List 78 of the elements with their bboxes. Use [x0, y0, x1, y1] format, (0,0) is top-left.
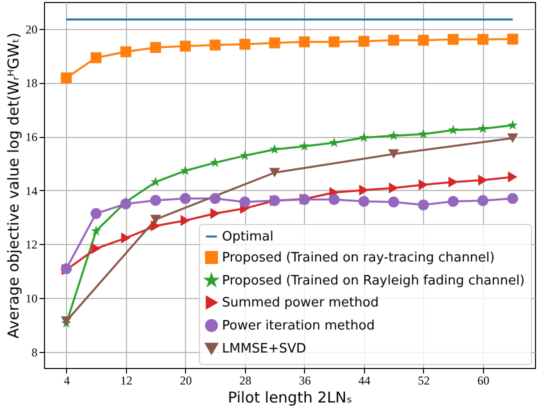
- point: [90, 226, 102, 236]
- point: [150, 214, 162, 224]
- point: [478, 174, 488, 186]
- x-axis-title: Pilot length 2LNₛ: [228, 388, 352, 406]
- point: [328, 194, 340, 205]
- x-tick-label: 4: [64, 374, 70, 388]
- x-tick-label: 20: [180, 374, 192, 388]
- point: [477, 34, 488, 45]
- point: [90, 208, 102, 219]
- y-tick-label: 20: [26, 22, 38, 36]
- y-tick-label: 16: [26, 130, 38, 144]
- point: [90, 52, 102, 64]
- x-tick-label: 44: [358, 374, 370, 388]
- point: [507, 192, 518, 204]
- legend-label: Proposed (Trained on Rayleigh fading channel): [222, 274, 525, 288]
- point: [507, 34, 518, 45]
- point: [388, 182, 398, 194]
- point: [448, 196, 459, 207]
- x-tick-label: 36: [298, 374, 311, 388]
- point: [328, 36, 340, 48]
- point: [269, 144, 280, 154]
- point: [269, 168, 280, 178]
- point: [507, 133, 518, 143]
- x-tick-label: 52: [418, 374, 430, 388]
- point: [508, 171, 518, 182]
- point: [388, 130, 399, 140]
- legend-label: Optimal: [222, 230, 274, 244]
- point: [210, 208, 220, 220]
- point: [418, 34, 429, 46]
- point: [60, 72, 72, 84]
- point: [418, 179, 428, 190]
- point: [388, 196, 400, 208]
- point: [358, 196, 370, 207]
- point: [418, 128, 429, 139]
- point: [358, 132, 370, 142]
- legend-label: LMMSE+SVD: [222, 342, 306, 356]
- point: [448, 34, 459, 45]
- point: [150, 194, 162, 206]
- y-tick-label: 12: [26, 238, 38, 252]
- point: [120, 198, 132, 210]
- y-tick-label: 10: [26, 292, 38, 306]
- point: [121, 232, 131, 244]
- point: [239, 38, 250, 50]
- point: [180, 40, 191, 52]
- legend-label: Proposed (Trained on ray-tracing channel): [222, 250, 495, 266]
- legend-label: Power iteration method: [222, 318, 375, 334]
- point: [359, 184, 369, 196]
- point: [358, 36, 370, 47]
- point: [299, 140, 310, 151]
- point: [388, 149, 400, 159]
- point: [269, 37, 280, 48]
- point: [91, 243, 101, 254]
- point: [448, 176, 458, 188]
- point: [239, 196, 250, 208]
- point: [180, 215, 190, 226]
- point: [150, 42, 162, 53]
- y-tick-label: 14: [26, 184, 38, 198]
- point: [210, 192, 221, 204]
- point: [328, 137, 340, 148]
- point: [298, 36, 310, 48]
- point: [448, 124, 458, 135]
- point: [388, 34, 400, 46]
- point: [478, 123, 488, 134]
- point: [180, 192, 191, 204]
- y-tick-label: 8: [32, 345, 38, 360]
- x-tick-label: 60: [477, 374, 490, 388]
- y-axis-title: Average objective value log det(WᵣᴴGWₜ): [4, 32, 22, 339]
- point: [507, 120, 518, 130]
- point: [210, 40, 221, 51]
- point: [477, 195, 488, 206]
- point: [120, 46, 132, 58]
- point: [150, 220, 160, 232]
- point: [418, 199, 429, 210]
- legend-label: Summed power method: [222, 296, 379, 310]
- point: [150, 176, 161, 186]
- x-tick-label: 12: [120, 374, 132, 388]
- y-tick-label: 18: [26, 76, 38, 90]
- x-tick-label: 28: [239, 374, 252, 388]
